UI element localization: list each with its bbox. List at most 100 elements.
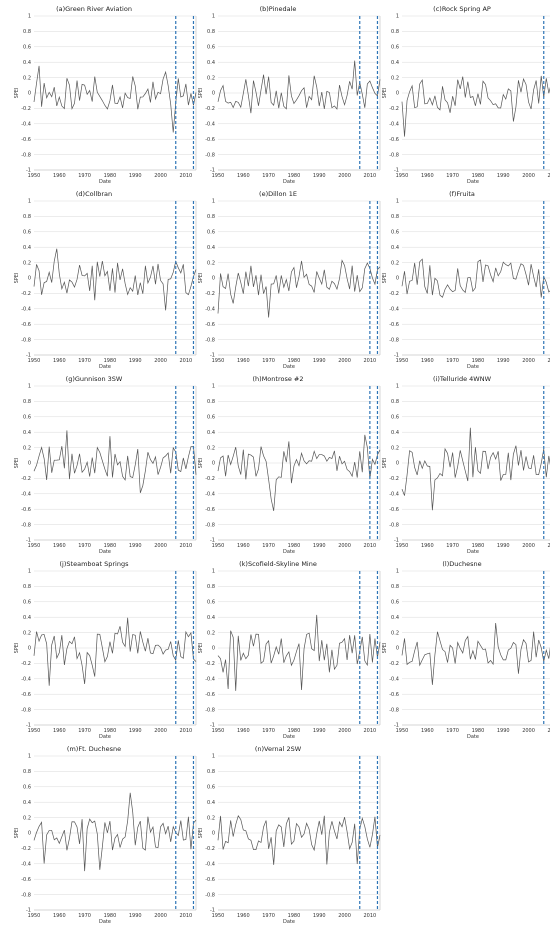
panel-station: Vernal 2SW	[264, 745, 302, 753]
y-tick-label: 1	[212, 569, 215, 575]
y-tick-label: 1	[28, 384, 31, 390]
x-tick-label: 1960	[53, 173, 66, 179]
y-tick-label: 0.6	[207, 45, 215, 51]
y-tick-label: -1	[26, 538, 31, 544]
x-tick-label: 1960	[237, 543, 250, 549]
panel-title: (n)Vernal 2SW	[255, 745, 302, 753]
panel-title: (c)Rock Spring AP	[433, 5, 491, 13]
x-tick-label: 1970	[78, 728, 91, 734]
y-tick-label: 0.6	[391, 415, 399, 421]
x-tick-label: 1960	[53, 543, 66, 549]
panel-c: (c)Rock Spring AP -1 -0.8 -0.6 -0.4 -0.2 0 0.2 0…	[382, 5, 550, 185]
y-tick-label: -1	[394, 353, 399, 359]
panel-i: (i)Telluride 4WNW -1 -0.8 -0.6 -0.4 -0.2 0 0.2 0…	[382, 375, 550, 555]
panel-station: Pinedale	[269, 5, 297, 13]
x-axis-title: Date	[467, 179, 479, 185]
y-tick-label: -0.6	[205, 322, 215, 328]
panel-letter: (i)	[433, 375, 440, 383]
panel-f: (f)Fruita -1 -0.8 -0.6 -0.4 -0.2 0 0.2 0.4 0.6 0.8…	[382, 190, 550, 370]
panel-title: (j)Steamboat Springs	[60, 560, 130, 568]
panel-letter: (n)	[255, 745, 264, 753]
x-tick-label: 1970	[78, 358, 91, 364]
y-tick-label: 0.2	[207, 260, 215, 266]
y-tick-label: 0.4	[391, 245, 399, 251]
panel-b: (b)Pinedale -1 -0.8 -0.6 -0.4 -0.2 0 0.2 0.4 0.6 0…	[198, 5, 381, 185]
y-tick-label: -0.2	[21, 476, 31, 482]
x-tick-label: 1980	[472, 358, 485, 364]
x-tick-label: 1990	[129, 358, 142, 364]
x-tick-label: 1980	[288, 543, 301, 549]
y-tick-label: 0.2	[391, 260, 399, 266]
panel-station: Gunnison 3SW	[75, 375, 123, 383]
panel-e: (e)Dillon 1E -1 -0.8 -0.6 -0.4 -0.2 0 0.2 0.4 0.6…	[198, 190, 381, 370]
y-axis-title: SPEI	[198, 828, 204, 839]
x-tick-label: 1980	[472, 543, 485, 549]
y-tick-label: -0.6	[21, 322, 31, 328]
x-tick-label: 2010	[180, 173, 193, 179]
y-tick-label: -0.4	[389, 492, 399, 498]
y-tick-label: -0.2	[389, 476, 399, 482]
y-tick-label: 0.4	[207, 60, 215, 66]
x-tick-label: 1990	[313, 728, 326, 734]
x-axis-title: Date	[99, 919, 111, 925]
y-tick-label: 1	[396, 199, 399, 205]
y-tick-label: 0.2	[207, 75, 215, 81]
x-axis-title: Date	[99, 734, 111, 740]
y-tick-label: -0.4	[21, 122, 31, 128]
y-tick-label: 0.8	[391, 214, 399, 220]
x-tick-label: 1980	[104, 728, 117, 734]
y-tick-label: -0.6	[389, 692, 399, 698]
y-tick-label: 0	[396, 646, 399, 652]
x-tick-label: 1960	[53, 728, 66, 734]
y-tick-label: 0	[212, 276, 215, 282]
x-tick-label: 1980	[104, 358, 117, 364]
y-tick-label: 0	[28, 831, 31, 837]
panel-title: (d)Collbran	[76, 190, 112, 198]
y-tick-label: 0.4	[23, 800, 31, 806]
panel-title: (g)Gunnison 3SW	[66, 375, 123, 383]
y-tick-label: -0.6	[205, 692, 215, 698]
y-tick-label: -0.8	[21, 522, 31, 528]
panel-title: (l)Duchesne	[442, 560, 481, 568]
y-tick-label: -0.4	[205, 307, 215, 313]
panel-d: (d)Collbran -1 -0.8 -0.6 -0.4 -0.2 0 0.2 0.4 0.6 0…	[14, 190, 197, 370]
y-axis-title: SPEI	[198, 458, 204, 469]
x-axis-title: Date	[283, 179, 295, 185]
x-axis-title: Date	[99, 179, 111, 185]
y-tick-label: 0.8	[207, 584, 215, 590]
y-tick-label: -1	[26, 723, 31, 729]
x-tick-label: 1960	[421, 728, 434, 734]
y-tick-label: 0.6	[207, 600, 215, 606]
y-tick-label: 0	[396, 276, 399, 282]
y-axis-title: SPEI	[198, 88, 204, 99]
spei-series-line	[401, 427, 550, 511]
y-tick-label: -0.6	[205, 507, 215, 513]
x-tick-label: 2000	[154, 913, 167, 919]
x-tick-label: 2000	[154, 358, 167, 364]
y-tick-label: 0.4	[207, 245, 215, 251]
panel-station: Ft. Duchesne	[78, 745, 121, 753]
y-tick-label: 0.2	[391, 75, 399, 81]
x-tick-label: 2000	[338, 358, 351, 364]
spei-series-line	[401, 75, 550, 137]
y-tick-label: 1	[396, 569, 399, 575]
x-tick-label: 2010	[180, 913, 193, 919]
x-tick-label: 2000	[154, 728, 167, 734]
panel-station: Steamboat Springs	[66, 560, 129, 568]
x-tick-label: 1950	[28, 543, 41, 549]
y-tick-label: 0.6	[207, 415, 215, 421]
y-tick-label: -0.6	[21, 137, 31, 143]
x-axis-title: Date	[283, 549, 295, 555]
x-tick-label: 1980	[288, 358, 301, 364]
y-tick-label: 0.2	[391, 630, 399, 636]
y-tick-label: -0.8	[21, 707, 31, 713]
x-tick-label: 1950	[212, 913, 225, 919]
x-tick-label: 1980	[104, 173, 117, 179]
panel-letter: (c)	[433, 5, 442, 13]
x-tick-label: 1960	[237, 728, 250, 734]
x-tick-label: 1950	[212, 173, 225, 179]
panel-letter: (j)	[60, 560, 67, 568]
y-tick-label: -0.6	[205, 877, 215, 883]
y-tick-label: 1	[396, 14, 399, 20]
